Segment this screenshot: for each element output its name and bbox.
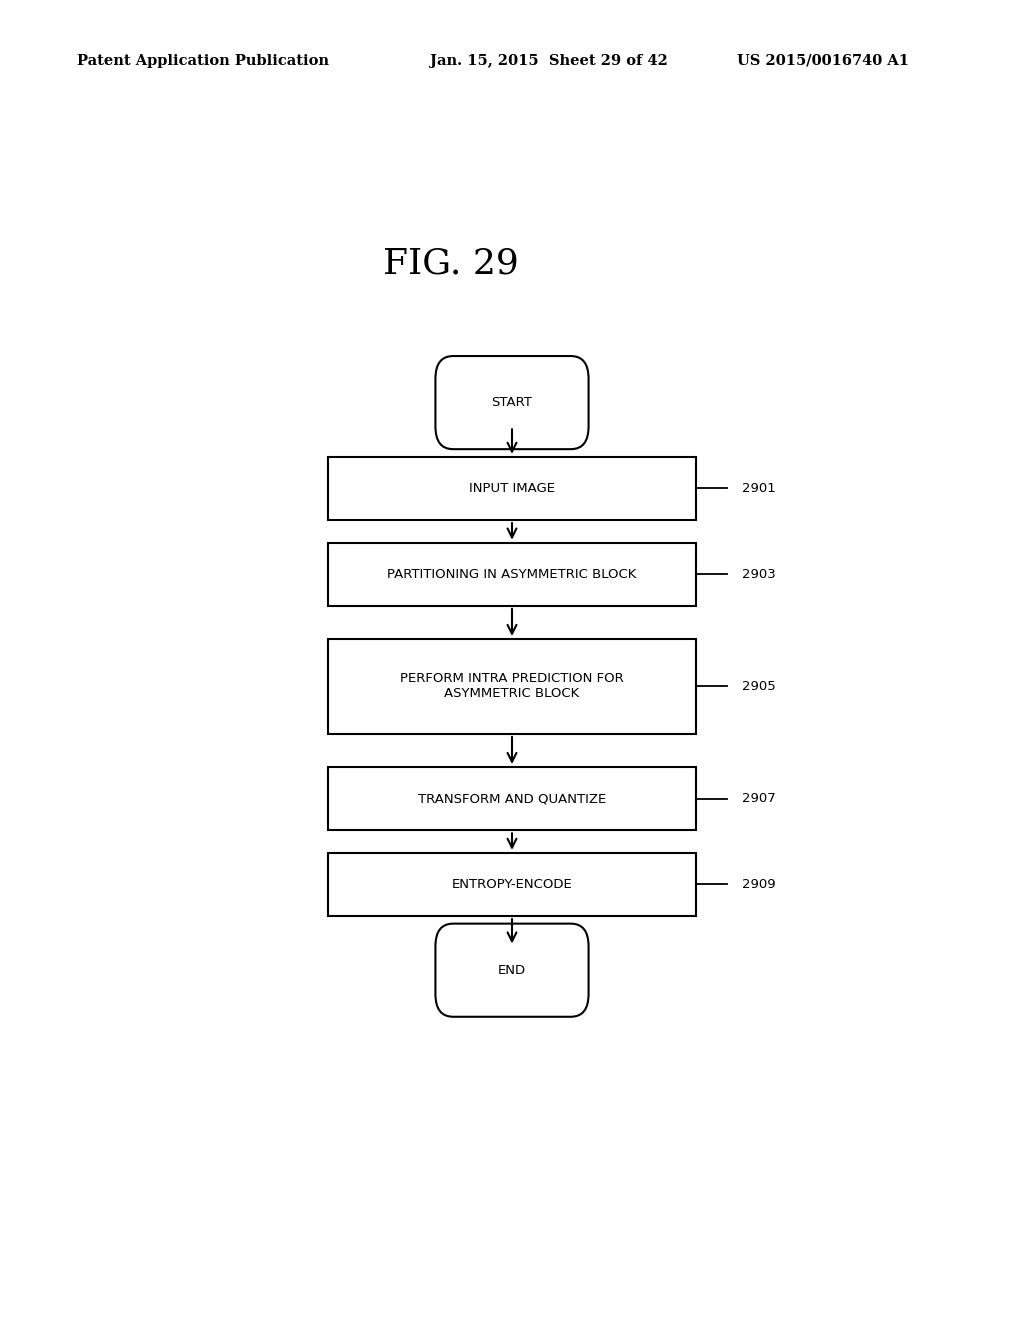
Text: PARTITIONING IN ASYMMETRIC BLOCK: PARTITIONING IN ASYMMETRIC BLOCK xyxy=(387,568,637,581)
Text: TRANSFORM AND QUANTIZE: TRANSFORM AND QUANTIZE xyxy=(418,792,606,805)
Text: Jan. 15, 2015  Sheet 29 of 42: Jan. 15, 2015 Sheet 29 of 42 xyxy=(430,54,668,67)
Text: 2903: 2903 xyxy=(742,568,776,581)
Text: 2905: 2905 xyxy=(742,680,776,693)
Text: END: END xyxy=(498,964,526,977)
Text: 2909: 2909 xyxy=(742,878,776,891)
Text: PERFORM INTRA PREDICTION FOR
ASYMMETRIC BLOCK: PERFORM INTRA PREDICTION FOR ASYMMETRIC … xyxy=(400,672,624,701)
Bar xyxy=(328,639,696,734)
Text: FIG. 29: FIG. 29 xyxy=(383,247,518,281)
Text: INPUT IMAGE: INPUT IMAGE xyxy=(469,482,555,495)
Bar xyxy=(328,457,696,520)
Bar xyxy=(328,767,696,830)
FancyBboxPatch shape xyxy=(435,924,589,1016)
Bar xyxy=(328,853,696,916)
Bar xyxy=(328,543,696,606)
Text: START: START xyxy=(492,396,532,409)
Text: 2907: 2907 xyxy=(742,792,776,805)
FancyBboxPatch shape xyxy=(435,356,589,449)
Text: Patent Application Publication: Patent Application Publication xyxy=(77,54,329,67)
Text: US 2015/0016740 A1: US 2015/0016740 A1 xyxy=(737,54,909,67)
Text: ENTROPY-ENCODE: ENTROPY-ENCODE xyxy=(452,878,572,891)
Text: 2901: 2901 xyxy=(742,482,776,495)
